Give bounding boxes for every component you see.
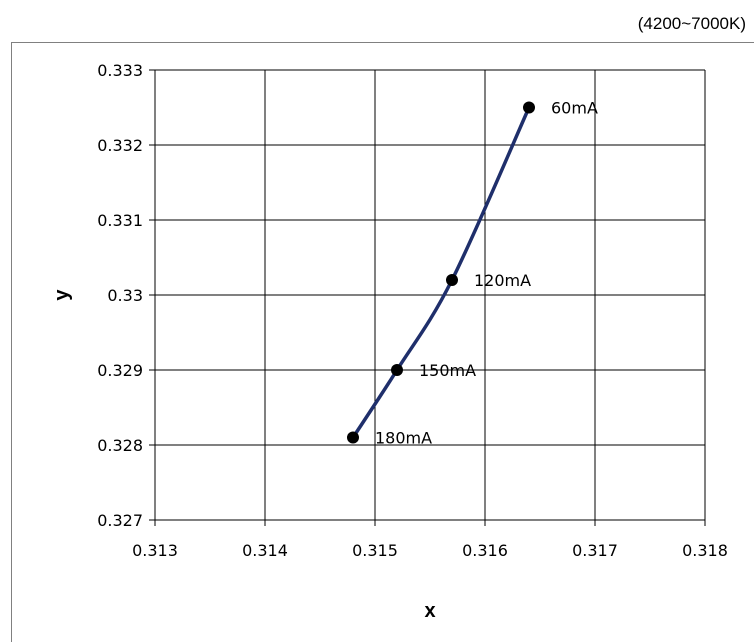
x-axis-title: x (424, 600, 435, 622)
x-tick-label: 0.313 (132, 541, 178, 560)
grid (149, 69, 706, 526)
data-point-label: 180mA (375, 429, 432, 448)
x-tick-label: 0.317 (572, 541, 618, 560)
y-tick-label: 0.328 (97, 436, 143, 455)
xy-chart: 0.313 0.314 0.315 0.316 0.317 0.318 0.327 0.328… (51, 61, 728, 622)
y-axis-title: y (51, 289, 73, 301)
data-point-label: 60mA (551, 99, 598, 118)
y-tick-label: 0.329 (97, 361, 143, 380)
chart-frame (11, 42, 754, 642)
series-line (351, 106, 531, 439)
x-tick-label: 0.316 (462, 541, 508, 560)
x-tick-label: 0.314 (242, 541, 288, 560)
data-point-label: 150mA (419, 361, 476, 380)
x-tick-label: 0.315 (352, 541, 398, 560)
y-tick-label: 0.332 (97, 136, 143, 155)
y-tick-label: 0.333 (97, 61, 143, 80)
x-tick-label: 0.318 (682, 541, 728, 560)
data-point-marker (523, 101, 535, 114)
data-points: 180mA 150mA 120mA 60mA (347, 99, 598, 448)
color-temperature-range: (4200~7000K) (637, 14, 746, 33)
y-tick-label: 0.327 (97, 511, 143, 530)
y-tick-label: 0.33 (107, 286, 143, 305)
y-tick-label: 0.331 (97, 211, 143, 230)
data-point-marker (391, 364, 403, 376)
data-point-marker (347, 431, 359, 444)
tick-labels: 0.313 0.314 0.315 0.316 0.317 0.318 0.327 0.328… (97, 61, 728, 560)
data-point-label: 120mA (474, 271, 531, 290)
data-point-marker (446, 274, 458, 286)
